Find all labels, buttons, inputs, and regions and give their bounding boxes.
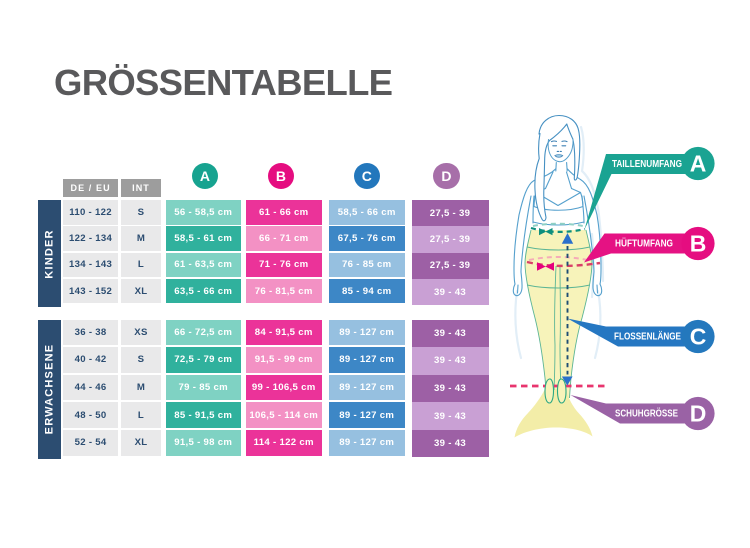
svg-text:SCHUHGRÖSSE: SCHUHGRÖSSE	[615, 407, 678, 420]
svg-text:FLOSSENLÄNGE: FLOSSENLÄNGE	[614, 330, 681, 343]
svg-text:C: C	[690, 324, 707, 350]
svg-text:HÜFTUMFANG: HÜFTUMFANG	[615, 237, 673, 250]
svg-text:TAILLENUMFANG: TAILLENUMFANG	[612, 159, 682, 170]
svg-text:B: B	[690, 231, 707, 257]
svg-text:D: D	[690, 401, 707, 427]
svg-text:A: A	[690, 151, 707, 177]
